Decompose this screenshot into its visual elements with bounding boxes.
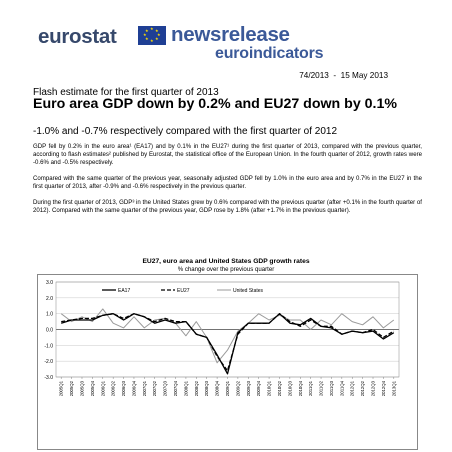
x-tick-label: 2007Q2 <box>152 380 157 396</box>
x-tick-label: 2009Q4 <box>256 380 261 396</box>
gdp-growth-chart: 3.0 2.0 1.0 0.0 -1.0 -2.0 -3.0 2005Q1 2005Q2 2005… <box>44 280 400 396</box>
x-tick-label: 2011Q3 <box>329 380 334 396</box>
release-subtitle: Flash estimate for the first quarter of … <box>33 87 219 98</box>
y-tick-label: -3.0 <box>44 375 53 381</box>
y-tick-label: 0.0 <box>46 328 53 334</box>
x-tick-label: 2007Q4 <box>173 380 178 396</box>
x-tick-label: 2008Q3 <box>204 380 209 396</box>
series-line-united-states <box>60 308 395 364</box>
newsrelease-wordmark: newsrelease <box>171 23 290 46</box>
x-tick-label: 2010Q2 <box>277 380 282 396</box>
x-tick-label: 2008Q1 <box>183 380 188 396</box>
series-line-ea17 <box>61 313 395 375</box>
x-tick-label: 2005Q3 <box>79 380 84 396</box>
x-tick-label: 2006Q1 <box>100 380 105 396</box>
chart-title: EU27, euro area and United States GDP gr… <box>142 258 310 265</box>
x-tick-label: 2008Q4 <box>215 380 220 396</box>
x-tick-label: 2007Q3 <box>163 380 168 396</box>
legend-label: EU27 <box>177 288 190 294</box>
x-tick-label: 2012Q4 <box>381 380 386 396</box>
x-tick-label: 2005Q1 <box>59 380 64 396</box>
eurostat-wordmark: eurostat <box>38 25 117 48</box>
x-tick-label: 2013Q1 <box>391 380 396 396</box>
paragraph-1: GDP fell by 0.2% in the euro area¹ (EA17… <box>33 143 422 166</box>
y-tick-label: 1.0 <box>46 312 53 318</box>
x-tick-label: 2006Q2 <box>111 380 116 396</box>
x-tick-label: 2011Q1 <box>308 380 313 396</box>
x-tick-label: 2008Q2 <box>194 380 199 396</box>
x-tick-label: 2010Q3 <box>287 380 292 396</box>
x-tick-label: 2006Q3 <box>121 380 126 396</box>
x-tick-label: 2011Q4 <box>339 380 344 396</box>
legend-label: United States <box>233 288 264 294</box>
release-subheadline: -1.0% and -0.7% respectively compared wi… <box>33 126 338 137</box>
legend-label: EA17 <box>118 288 130 294</box>
euroindicators-wordmark: euroindicators <box>215 45 324 62</box>
chart-subtitle: % change over the previous quarter <box>177 266 275 273</box>
x-tick-label: 2009Q1 <box>225 380 230 396</box>
eurostat-newsrelease-logo: eurostat ★ ★ ★ ★ ★ ★ ★ ★ newsrelease euroindi… <box>38 23 434 63</box>
x-tick-label: 2005Q2 <box>69 380 74 396</box>
x-tick-label: 2009Q3 <box>246 380 251 396</box>
x-tick-label: 2006Q4 <box>131 380 136 396</box>
x-tick-label: 2009Q2 <box>235 380 240 396</box>
x-tick-label: 2012Q2 <box>360 380 365 396</box>
x-tick-label: 2012Q1 <box>350 380 355 396</box>
release-headline: Euro area GDP down by 0.2% and EU27 down… <box>33 96 397 112</box>
y-tick-label: 3.0 <box>46 280 53 286</box>
series-line-eu27 <box>61 313 395 372</box>
release-reference: 74/2013 - 15 May 2013 <box>299 71 388 80</box>
paragraph-2: Compared with the same quarter of the pr… <box>33 175 422 190</box>
x-tick-label: 2010Q4 <box>298 380 303 396</box>
paragraph-3: During the first quarter of 2013, GDP³ i… <box>33 199 422 214</box>
y-tick-label: -1.0 <box>44 343 53 349</box>
y-tick-label: 2.0 <box>46 296 53 302</box>
x-tick-label: 2007Q1 <box>142 380 147 396</box>
x-tick-label: 2011Q2 <box>319 380 324 396</box>
eu-flag-icon: ★ ★ ★ ★ ★ ★ ★ ★ <box>138 26 166 45</box>
x-tick-label: 2005Q4 <box>90 380 95 396</box>
x-tick-label: 2010Q1 <box>267 380 272 396</box>
y-tick-label: -2.0 <box>44 359 53 365</box>
x-tick-label: 2012Q3 <box>371 380 376 396</box>
chart-frame <box>37 274 418 450</box>
